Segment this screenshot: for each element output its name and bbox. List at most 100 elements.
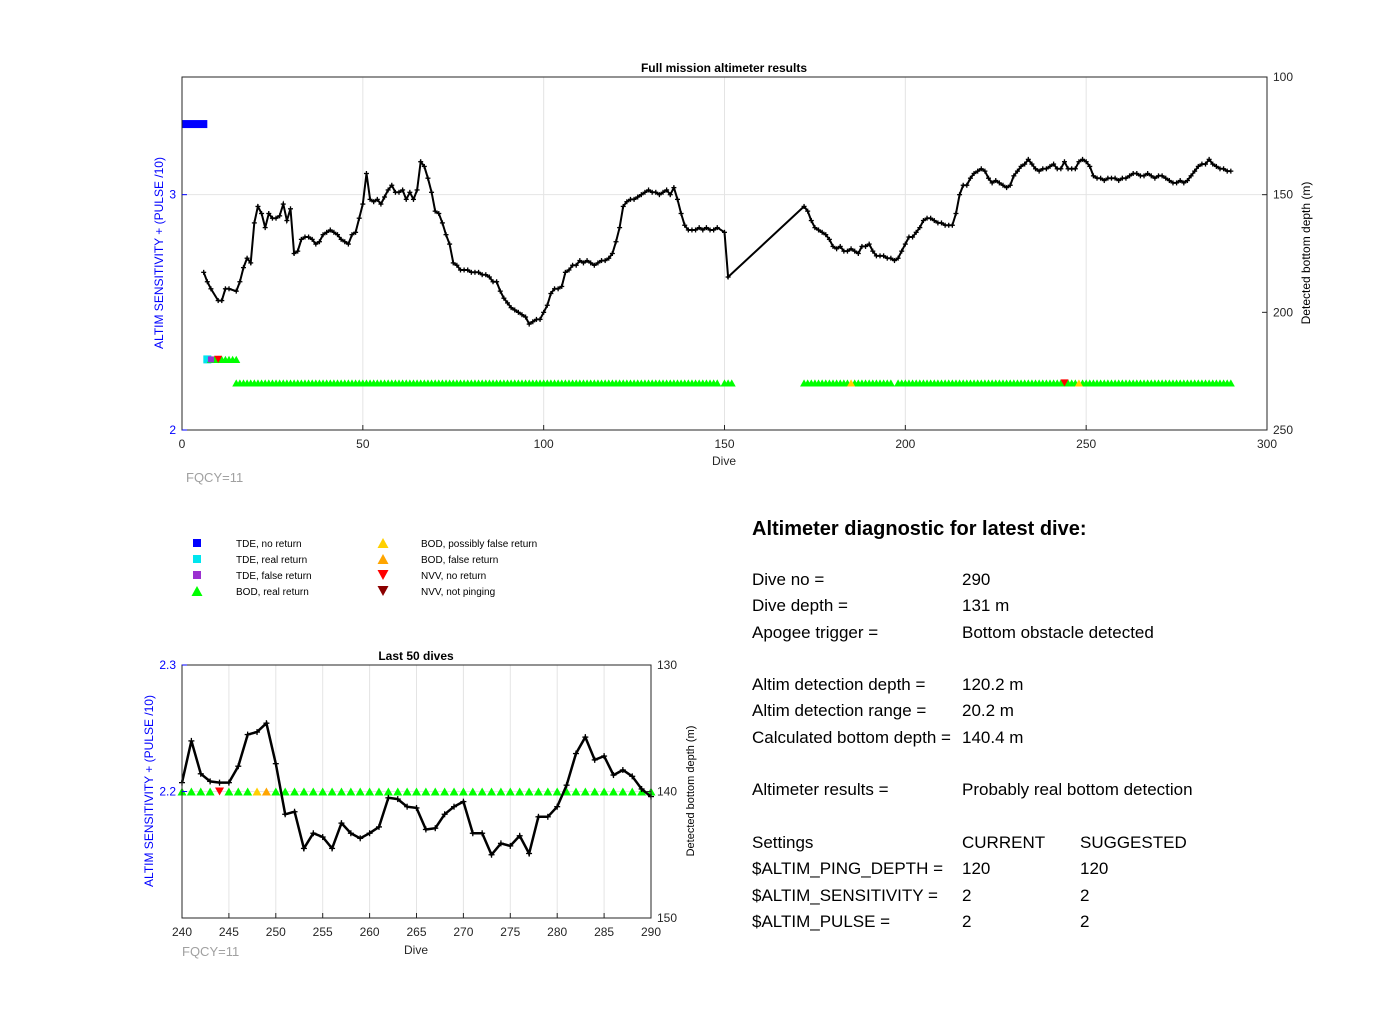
bottom-depth-point — [266, 210, 272, 216]
main-title: Full mission altimeter results — [641, 61, 807, 75]
sensitivity-label: $ALTIM_SENSITIVITY = — [752, 885, 938, 905]
bottom-depth-point — [1228, 168, 1234, 174]
bottom-depth-point — [295, 248, 301, 254]
bottom-depth-point — [338, 236, 344, 242]
sub-marks — [177, 787, 656, 796]
bottom-depth-point — [601, 753, 608, 760]
bottom-depth-point — [1004, 185, 1010, 191]
bottom-depth-point — [682, 222, 688, 228]
bod-real-return-marker — [477, 787, 487, 796]
main-marks — [182, 120, 1235, 387]
x-tick-label: 240 — [172, 925, 192, 939]
y-right-tick-label: 150 — [657, 911, 677, 925]
bottom-depth-point — [816, 227, 822, 233]
detection-range-row: Altim detection range = 20.2 m — [752, 698, 1372, 724]
y-right-tick-label: 130 — [657, 658, 677, 672]
bod-real-return-marker — [355, 787, 365, 796]
bottom-depth-point — [1047, 163, 1053, 169]
results-value: Probably real bottom detection — [962, 780, 1193, 800]
bottom-depth-point — [476, 269, 482, 275]
bottom-depth-point — [949, 222, 955, 228]
bottom-depth-point — [1195, 163, 1201, 169]
dive-no-row: Dive no = 290 — [752, 567, 1372, 593]
bottom-depth-point — [367, 196, 373, 202]
bottom-depth-point — [507, 842, 514, 849]
sensitivity-row: $ALTIM_SENSITIVITY = 2 2 — [752, 883, 1372, 909]
bottom-depth-point — [674, 196, 680, 202]
dive-depth-value: 131 m — [962, 596, 1010, 616]
bottom-depth-point — [240, 265, 246, 271]
bottom-depth-point — [693, 227, 699, 233]
bod-real-return-marker — [458, 787, 468, 796]
bottom-depth-point — [1058, 166, 1064, 172]
bod-real-return-marker — [346, 787, 356, 796]
bottom-depth-point — [272, 760, 279, 767]
bod-real-return-marker — [299, 787, 309, 796]
bottom-depth-point — [613, 239, 619, 245]
suggested-header: SUGGESTED — [1080, 832, 1187, 852]
bottom-depth-point — [678, 210, 684, 216]
bottom-depth-point — [225, 779, 232, 786]
bottom-depth-point — [1184, 178, 1190, 184]
bottom-depth-point — [1000, 182, 1006, 188]
bottom-depth-point — [329, 845, 336, 852]
bottom-depth-point — [451, 803, 458, 810]
legend-label: TDE, no return — [236, 539, 302, 550]
x-tick-label: 50 — [356, 437, 370, 451]
bottom-depth-point — [335, 232, 341, 238]
y-left-tick-label: 2.3 — [159, 658, 176, 672]
bottom-depth-point — [1090, 173, 1096, 179]
bottom-depth-point — [617, 225, 623, 231]
bottom-depth-point — [454, 262, 460, 268]
bod-real-return-marker — [365, 787, 375, 796]
bottom-depth-point — [259, 210, 265, 216]
bottom-depth-point — [635, 194, 641, 200]
bod-real-return-marker — [243, 787, 253, 796]
bottom-depth-point — [638, 192, 644, 198]
bod-real-return-marker — [886, 379, 895, 387]
bod-real-return-marker — [233, 787, 243, 796]
main-ylabel-right: Detected bottom depth (m) — [1299, 182, 1313, 325]
bod-real-return-marker — [421, 787, 431, 796]
bottom-depth-point — [1192, 168, 1198, 174]
bod-possibly-false-marker — [252, 787, 262, 796]
y-right-tick-label: 140 — [657, 785, 677, 799]
bottom-depth-point — [870, 248, 876, 254]
y-right-tick-label: 250 — [1273, 423, 1293, 437]
bottom-depth-point — [1036, 168, 1042, 174]
bottom-depth-point — [801, 203, 807, 209]
bottom-depth-point — [975, 168, 981, 174]
tde-real-return-marker — [203, 355, 212, 364]
x-tick-label: 280 — [547, 925, 567, 939]
bottom-depth-point — [808, 218, 814, 224]
bottom-depth-point — [331, 229, 337, 235]
bottom-depth-point — [638, 785, 645, 792]
bottom-depth-point — [620, 203, 626, 209]
bod-real-return-marker — [562, 787, 572, 796]
bottom-depth-point — [1051, 161, 1057, 167]
altimeter-diagnostic-panel: Altimeter diagnostic for latest dive: Di… — [752, 518, 1372, 935]
bottom-depth-point — [273, 215, 279, 221]
legend-label: BOD, real return — [236, 587, 309, 598]
bod-real-return-marker — [402, 787, 412, 796]
bottom-depth-point — [494, 279, 500, 285]
bottom-depth-point — [1159, 173, 1165, 179]
bod-real-return-marker — [393, 787, 403, 796]
bod-possibly-false-marker — [847, 379, 856, 387]
bod-real-return-marker — [627, 787, 637, 796]
legend-marker — [377, 554, 389, 564]
bottom-depth-point — [544, 302, 550, 308]
bod-real-return-marker — [713, 379, 722, 387]
y-left-tick-label: 2 — [169, 423, 176, 437]
legend-label: TDE, false return — [236, 571, 312, 582]
bottom-depth-point — [1127, 173, 1133, 179]
bottom-depth-point — [656, 192, 662, 198]
legend-marker — [377, 570, 389, 580]
bottom-depth-point — [646, 187, 652, 193]
detection-range-value: 20.2 m — [962, 701, 1014, 721]
bottom-depth-point — [526, 321, 532, 327]
bottom-depth-point — [714, 225, 720, 231]
bod-false-marker — [261, 787, 271, 796]
bottom-depth-point — [844, 248, 850, 254]
bottom-depth-point — [235, 763, 242, 770]
